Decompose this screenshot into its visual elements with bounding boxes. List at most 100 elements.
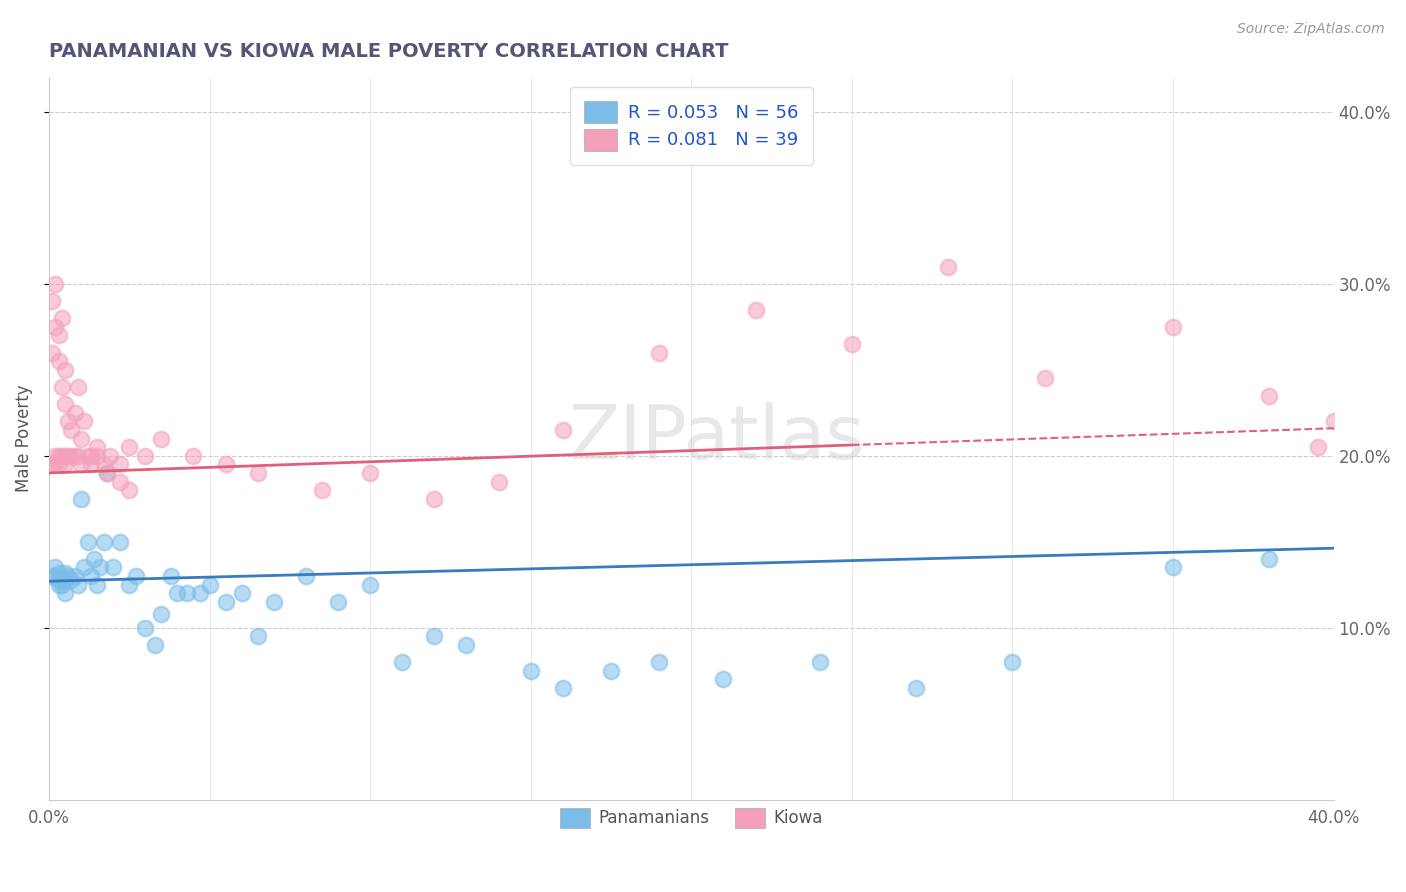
Point	[108, 475, 131, 489]
Point	[63, 449, 86, 463]
Point	[246, 629, 269, 643]
Point	[103, 560, 125, 574]
Point	[53, 586, 76, 600]
Point	[89, 560, 111, 574]
Point	[160, 569, 183, 583]
Point	[80, 458, 103, 472]
Point	[41, 458, 63, 472]
Point	[48, 458, 70, 472]
Point	[53, 449, 76, 463]
Point	[841, 337, 863, 351]
Point	[51, 577, 73, 591]
Point	[125, 569, 148, 583]
Point	[808, 655, 831, 669]
Point	[63, 406, 86, 420]
Point	[456, 638, 478, 652]
Point	[905, 681, 928, 695]
Point	[66, 577, 89, 591]
Point	[96, 466, 118, 480]
Legend: Panamanians, Kiowa: Panamanians, Kiowa	[554, 801, 830, 835]
Point	[551, 423, 574, 437]
Point	[51, 449, 73, 463]
Point	[93, 458, 115, 472]
Point	[118, 577, 141, 591]
Point	[359, 577, 381, 591]
Point	[48, 354, 70, 368]
Point	[648, 655, 671, 669]
Point	[311, 483, 333, 497]
Point	[48, 577, 70, 591]
Point	[551, 681, 574, 695]
Point	[1258, 552, 1281, 566]
Point	[108, 458, 131, 472]
Point	[246, 466, 269, 480]
Point	[96, 466, 118, 480]
Text: ZIPatlas: ZIPatlas	[569, 402, 865, 475]
Point	[80, 449, 103, 463]
Point	[1001, 655, 1024, 669]
Point	[60, 449, 83, 463]
Point	[183, 449, 205, 463]
Text: Source: ZipAtlas.com: Source: ZipAtlas.com	[1237, 22, 1385, 37]
Point	[51, 311, 73, 326]
Point	[295, 569, 318, 583]
Point	[73, 560, 96, 574]
Point	[44, 569, 66, 583]
Point	[51, 380, 73, 394]
Point	[48, 449, 70, 463]
Point	[48, 573, 70, 587]
Point	[48, 566, 70, 580]
Point	[58, 414, 80, 428]
Point	[108, 534, 131, 549]
Point	[41, 569, 63, 583]
Point	[70, 432, 93, 446]
Point	[936, 260, 959, 274]
Point	[41, 345, 63, 359]
Point	[648, 345, 671, 359]
Point	[60, 423, 83, 437]
Point	[63, 569, 86, 583]
Point	[134, 449, 156, 463]
Point	[166, 586, 188, 600]
Point	[1306, 440, 1329, 454]
Point	[51, 573, 73, 587]
Point	[1033, 371, 1056, 385]
Point	[70, 458, 93, 472]
Point	[423, 491, 446, 506]
Point	[48, 328, 70, 343]
Point	[423, 629, 446, 643]
Point	[58, 449, 80, 463]
Point	[66, 449, 89, 463]
Point	[53, 458, 76, 472]
Point	[83, 552, 105, 566]
Point	[326, 595, 349, 609]
Point	[1161, 560, 1184, 574]
Point	[98, 449, 121, 463]
Point	[93, 534, 115, 549]
Point	[263, 595, 285, 609]
Point	[41, 293, 63, 308]
Point	[188, 586, 211, 600]
Point	[86, 577, 108, 591]
Point	[519, 664, 541, 678]
Point	[44, 319, 66, 334]
Point	[150, 607, 173, 621]
Point	[76, 449, 98, 463]
Point	[1161, 319, 1184, 334]
Point	[150, 432, 173, 446]
Point	[76, 534, 98, 549]
Point	[53, 363, 76, 377]
Point	[214, 595, 236, 609]
Point	[66, 380, 89, 394]
Point	[86, 449, 108, 463]
Point	[60, 573, 83, 587]
Point	[214, 458, 236, 472]
Point	[1258, 388, 1281, 402]
Y-axis label: Male Poverty: Male Poverty	[15, 384, 32, 492]
Point	[70, 491, 93, 506]
Point	[391, 655, 413, 669]
Point	[73, 414, 96, 428]
Point	[118, 440, 141, 454]
Point	[53, 573, 76, 587]
Text: PANAMANIAN VS KIOWA MALE POVERTY CORRELATION CHART: PANAMANIAN VS KIOWA MALE POVERTY CORRELA…	[49, 42, 728, 61]
